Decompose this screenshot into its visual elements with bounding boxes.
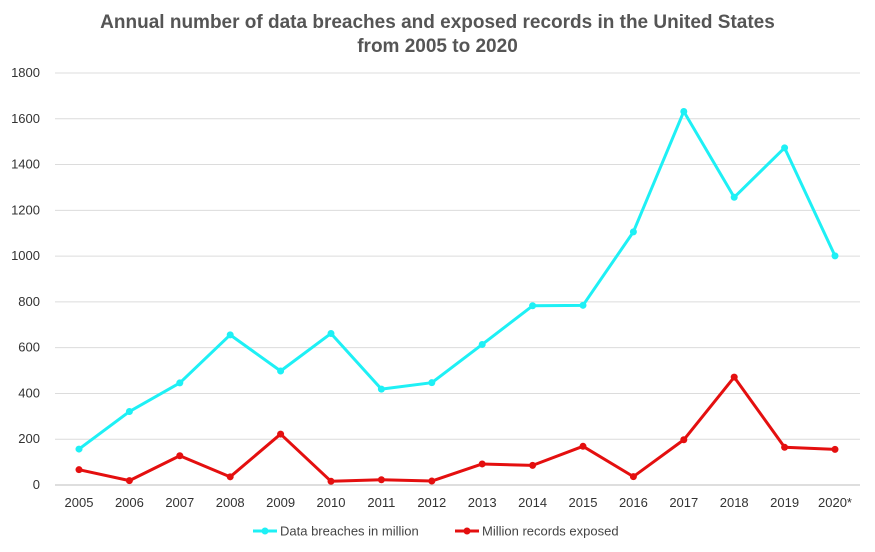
data-point — [781, 144, 789, 152]
y-tick-label: 1800 — [11, 65, 40, 80]
x-tick-label: 2017 — [669, 495, 698, 510]
y-tick-label: 1000 — [11, 248, 40, 263]
x-tick-label: 2007 — [165, 495, 194, 510]
data-point — [579, 442, 587, 450]
data-point — [629, 473, 637, 481]
y-tick-label: 600 — [18, 340, 40, 355]
data-point — [327, 329, 335, 337]
y-tick-label: 1200 — [11, 202, 40, 217]
data-point — [831, 252, 839, 260]
x-tick-label: 2005 — [65, 495, 94, 510]
data-point — [579, 301, 587, 309]
data-point — [377, 385, 385, 393]
data-point — [730, 373, 738, 381]
data-point — [478, 340, 486, 348]
data-point — [125, 477, 133, 485]
x-tick-label: 2011 — [367, 495, 395, 510]
series-line-2 — [78, 375, 836, 483]
chart-title-line-2: from 2005 to 2020 — [357, 36, 518, 57]
x-tick-label: 2014 — [518, 495, 547, 510]
data-point — [680, 107, 688, 115]
data-point — [428, 477, 436, 485]
legend-label: Data breaches in million — [280, 524, 419, 539]
y-tick-label: 1400 — [11, 157, 40, 172]
y-tick-label: 800 — [18, 294, 40, 309]
data-point — [680, 436, 688, 444]
data-point — [529, 302, 537, 310]
chart-title-line-1: Annual number of data breaches and expos… — [100, 12, 775, 33]
x-tick-label: 2010 — [317, 495, 346, 510]
legend-swatch-marker — [261, 527, 269, 535]
x-tick-label: 2019 — [770, 495, 799, 510]
data-point — [277, 367, 285, 375]
legend-swatch-marker — [463, 527, 471, 535]
y-tick-label: 400 — [18, 385, 40, 400]
x-tick-label: 2006 — [115, 495, 144, 510]
data-point — [277, 430, 285, 438]
data-point — [428, 379, 436, 387]
data-point — [176, 452, 184, 460]
data-point — [529, 461, 537, 469]
data-point — [226, 473, 234, 481]
x-tick-label: 2015 — [569, 495, 598, 510]
x-tick-label: 2020* — [818, 495, 852, 510]
data-point — [730, 193, 738, 201]
x-tick-label: 2008 — [216, 495, 245, 510]
data-point — [781, 443, 789, 451]
data-point — [831, 445, 839, 453]
data-point — [629, 228, 637, 236]
data-point — [125, 408, 133, 416]
x-tick-label: 2018 — [720, 495, 749, 510]
y-tick-label: 0 — [33, 477, 40, 492]
x-tick-label: 2012 — [417, 495, 446, 510]
data-point — [176, 379, 184, 387]
data-point — [327, 477, 335, 485]
data-point — [75, 466, 83, 474]
y-tick-label: 200 — [18, 431, 40, 446]
data-point — [478, 460, 486, 468]
series-line-1 — [78, 109, 837, 451]
x-tick-label: 2016 — [619, 495, 648, 510]
legend-label: Million records exposed — [482, 524, 619, 539]
y-tick-label: 1600 — [11, 111, 40, 126]
data-point — [75, 445, 83, 453]
data-point — [226, 331, 234, 339]
x-tick-label: 2009 — [266, 495, 295, 510]
data-point — [377, 476, 385, 484]
x-tick-label: 2013 — [468, 495, 497, 510]
